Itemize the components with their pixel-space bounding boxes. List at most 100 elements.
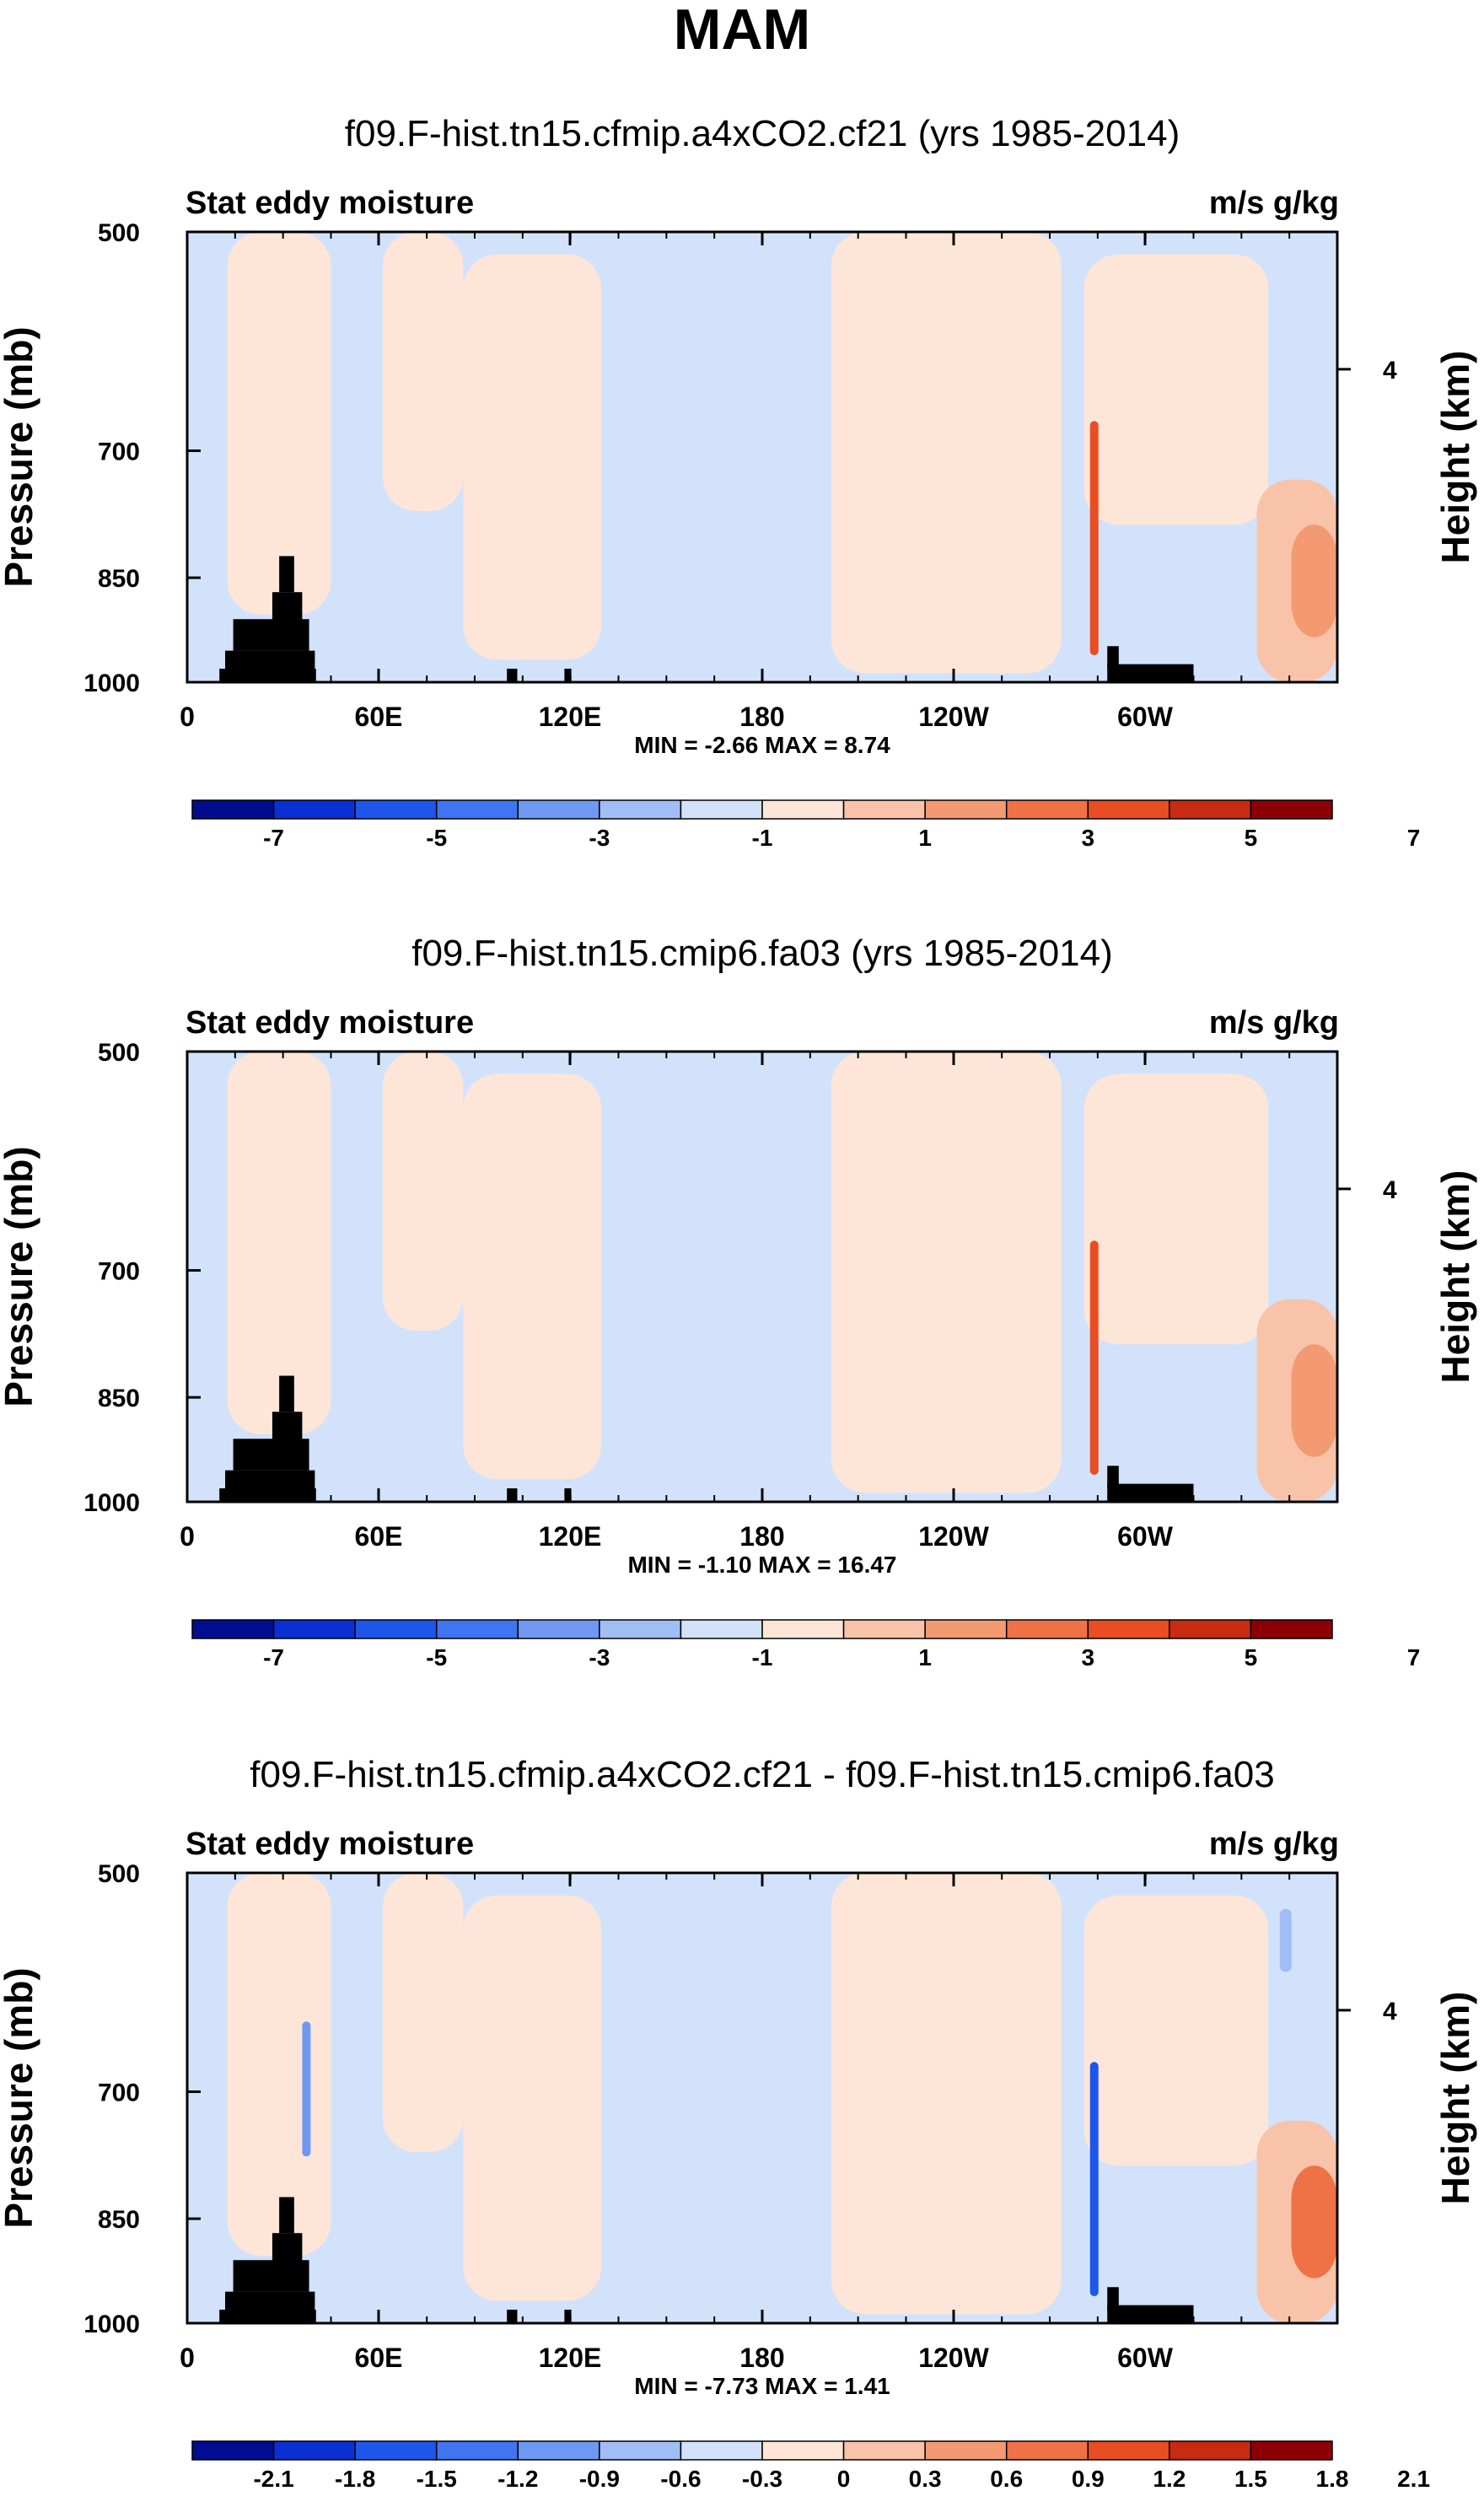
topography-block bbox=[219, 1488, 316, 1502]
colorbar-label: 0.9 bbox=[1072, 2466, 1105, 2492]
contour-region bbox=[1291, 2165, 1337, 2278]
topography-block bbox=[1107, 2305, 1194, 2323]
y-axis-title: Pressure (mb) bbox=[0, 1967, 40, 2228]
colorbar-swatch bbox=[1005, 1619, 1089, 1639]
topography-block bbox=[233, 2260, 309, 2292]
colorbar-label: 7 bbox=[1407, 825, 1421, 851]
topography-mask bbox=[219, 2197, 1194, 2323]
colorbar-label: -0.9 bbox=[579, 2466, 620, 2492]
colorbar-label: 0.6 bbox=[990, 2466, 1023, 2492]
topography-block bbox=[272, 592, 303, 624]
x-tick-label: 120E bbox=[539, 1521, 602, 1552]
units-label: m/s g/kg bbox=[1209, 186, 1339, 221]
topography-block bbox=[1107, 646, 1119, 669]
y-tick-label: 850 bbox=[98, 1385, 140, 1412]
colorbar-label: -1.8 bbox=[335, 2466, 375, 2492]
colorbar-swatch bbox=[761, 2440, 845, 2461]
contour-region bbox=[1089, 421, 1099, 655]
contour-region bbox=[1279, 1908, 1292, 1972]
colorbar-label: 1.8 bbox=[1316, 2466, 1349, 2492]
colorbar-swatch bbox=[761, 1619, 845, 1639]
colorbar-swatch bbox=[517, 2440, 600, 2461]
colorbar-label: 7 bbox=[1407, 1644, 1421, 1670]
contour-region bbox=[382, 1052, 464, 1332]
colorbar-swatch bbox=[354, 2440, 438, 2461]
y2-tick-label: 4 bbox=[1383, 1998, 1397, 2026]
colorbar-swatch bbox=[191, 2440, 275, 2461]
topography-block bbox=[507, 2309, 518, 2323]
colorbar-swatch bbox=[1250, 2440, 1333, 2461]
contour-region bbox=[463, 1895, 602, 2301]
colorbar-swatch bbox=[761, 799, 845, 820]
colorbar-label: -0.6 bbox=[660, 2466, 701, 2492]
colorbar-swatch bbox=[435, 1619, 519, 1639]
colorbar-swatch bbox=[842, 1619, 926, 1639]
chart-panel-3: f09.F-hist.tn15.cfmip.a4xCO2.cf21 - f09.… bbox=[0, 1754, 1477, 2492]
contour-region bbox=[1291, 525, 1337, 638]
colorbar-label: -0.3 bbox=[742, 2466, 782, 2492]
colorbar-swatch bbox=[680, 2440, 763, 2461]
min-max-stats: MIN = -7.73 MAX = 1.41 bbox=[634, 2373, 890, 2399]
y-axis-title: Pressure (mb) bbox=[0, 1146, 40, 1407]
colorbar-swatch bbox=[1087, 2440, 1170, 2461]
x-tick-label: 180 bbox=[739, 2343, 784, 2373]
y-tick-label: 850 bbox=[98, 565, 140, 593]
y2-tick-label: 4 bbox=[1383, 1176, 1397, 1204]
contour-region bbox=[382, 232, 464, 512]
colorbar-label: -5 bbox=[426, 1644, 447, 1670]
x-tick-label: 60W bbox=[1117, 2343, 1174, 2373]
colorbar-swatch bbox=[517, 1619, 600, 1639]
colorbar-label: 5 bbox=[1245, 1644, 1258, 1670]
topography-block bbox=[219, 2309, 316, 2323]
min-max-stats: MIN = -1.10 MAX = 16.47 bbox=[627, 1552, 896, 1578]
colorbar-swatch bbox=[599, 799, 682, 820]
topography-block bbox=[219, 668, 316, 682]
chart-panel-2: f09.F-hist.tn15.cmip6.fa03 (yrs 1985-201… bbox=[0, 933, 1477, 1670]
contour-region bbox=[1291, 1344, 1337, 1457]
topography-mask bbox=[219, 556, 1194, 682]
colorbar: -7 -5 -3 -1 1 3 5 7 bbox=[191, 799, 1421, 851]
y-tick-label: 1000 bbox=[83, 1489, 140, 1517]
topography-block bbox=[507, 1488, 518, 1502]
colorbar-swatch bbox=[354, 799, 438, 820]
colorbar-label: 2.1 bbox=[1397, 2466, 1430, 2492]
y-tick-label: 700 bbox=[98, 438, 140, 466]
contour-region bbox=[1083, 1073, 1269, 1345]
x-tick-label: 0 bbox=[180, 2343, 195, 2373]
topography-block bbox=[1107, 1466, 1119, 1488]
colorbar-swatch bbox=[1005, 2440, 1089, 2461]
y-tick-label: 700 bbox=[98, 2079, 140, 2107]
colorbar-label: 1.2 bbox=[1153, 2466, 1186, 2492]
colorbar-label: 3 bbox=[1081, 825, 1094, 851]
colorbar-label: -1 bbox=[752, 1644, 773, 1670]
chart-panel-1: f09.F-hist.tn15.cfmip.a4xCO2.cf21 (yrs 1… bbox=[0, 113, 1477, 851]
x-tick-label: 180 bbox=[739, 702, 784, 732]
contour-region bbox=[831, 1873, 1062, 2315]
x-tick-label: 180 bbox=[739, 1521, 784, 1552]
contour-region bbox=[1089, 1240, 1099, 1475]
y-axis-title: Pressure (mb) bbox=[0, 326, 40, 587]
colorbar-label: 0 bbox=[837, 2466, 851, 2492]
y-tick-label: 500 bbox=[98, 1860, 140, 1888]
contour-region bbox=[1083, 1895, 1269, 2166]
y2-axis-title: Height (km) bbox=[1433, 1992, 1477, 2205]
y-tick-label: 1000 bbox=[83, 2311, 140, 2338]
min-max-stats: MIN = -2.66 MAX = 8.74 bbox=[634, 732, 890, 758]
colorbar-swatch bbox=[272, 2440, 356, 2461]
colorbar-swatch bbox=[842, 799, 926, 820]
topography-block bbox=[272, 1412, 303, 1444]
topography-block bbox=[1107, 664, 1194, 682]
topography-block bbox=[225, 650, 315, 669]
colorbar-swatch bbox=[1087, 1619, 1170, 1639]
topography-block bbox=[279, 1375, 294, 1412]
colorbar-label: -5 bbox=[426, 825, 447, 851]
contour-region bbox=[463, 1073, 602, 1480]
colorbar-swatch bbox=[924, 1619, 1008, 1639]
panel-title: f09.F-hist.tn15.cfmip.a4xCO2.cf21 (yrs 1… bbox=[345, 113, 1180, 154]
colorbar-swatch bbox=[1250, 1619, 1333, 1639]
x-tick-label: 60W bbox=[1117, 1521, 1174, 1552]
contour-region bbox=[302, 2021, 311, 2157]
colorbar: -2.1 -1.8 -1.5 -1.2 -0.9 -0.6 -0.3 0 0.3 0.6 0.9 1.… bbox=[191, 2440, 1430, 2492]
contour-region bbox=[831, 1052, 1062, 1493]
